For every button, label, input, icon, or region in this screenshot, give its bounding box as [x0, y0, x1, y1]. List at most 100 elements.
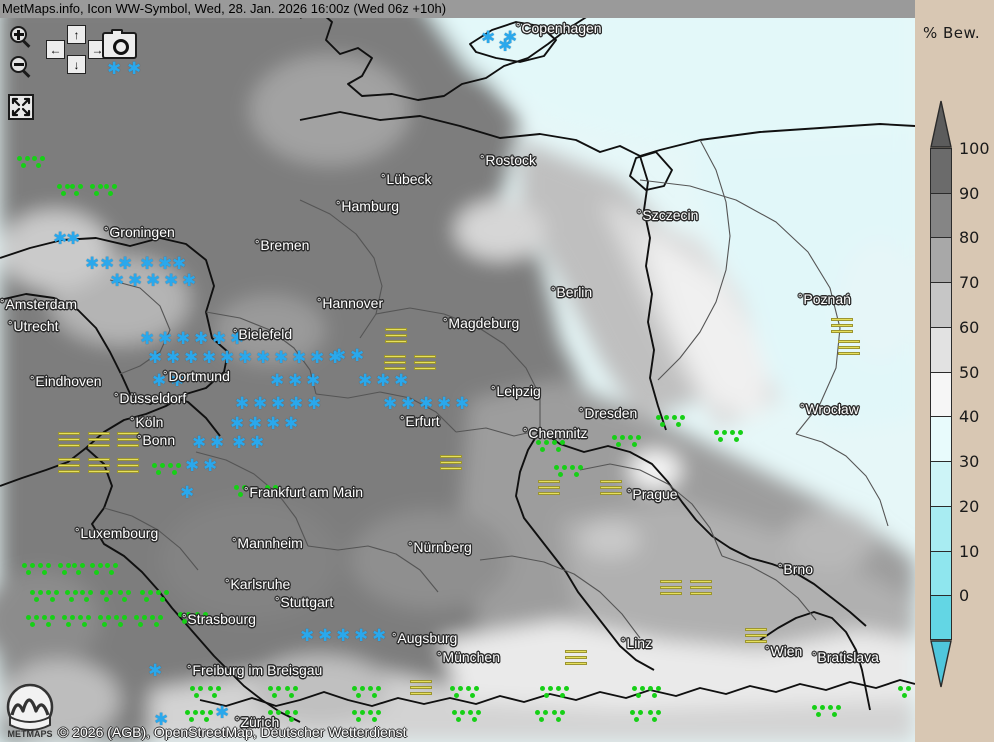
- legend-tick-label: 20: [959, 496, 980, 516]
- city-name: Utrecht: [13, 318, 59, 334]
- city-name: Groningen: [109, 224, 175, 240]
- city-marker-icon: °: [8, 320, 13, 332]
- city-marker-icon: °: [798, 293, 803, 305]
- city-marker-icon: °: [480, 154, 485, 166]
- city-name: Stuttgart: [280, 594, 334, 610]
- legend-swatch: [930, 326, 952, 372]
- city-label: °Wrocław: [800, 402, 859, 416]
- city-marker-icon: °: [114, 392, 119, 404]
- city-name: Mannheim: [237, 535, 303, 551]
- zoom-in-icon[interactable]: [10, 26, 32, 48]
- city-name: Berlin: [556, 284, 593, 300]
- legend-swatch: [930, 282, 952, 327]
- city-marker-icon: °: [225, 578, 230, 590]
- city-name: Luxembourg: [80, 525, 159, 541]
- city-label: °Rostock: [480, 153, 536, 167]
- fullscreen-icon[interactable]: [8, 94, 34, 120]
- city-marker-icon: °: [317, 297, 322, 309]
- city-label: °Leipzig: [491, 384, 541, 398]
- city-label: °Bremen: [255, 238, 309, 252]
- city-name: Bonn: [142, 432, 176, 448]
- city-name: Chemnitz: [528, 425, 588, 441]
- city-marker-icon: °: [182, 613, 187, 625]
- legend-tick-label: 10: [959, 541, 980, 561]
- city-name: München: [442, 649, 500, 665]
- city-name: Szczecin: [642, 207, 699, 223]
- pan-control[interactable]: ↑ ← → ↓: [46, 25, 108, 75]
- city-label: °Köln: [130, 415, 163, 429]
- city-marker-icon: °: [437, 651, 442, 663]
- zoom-out-icon[interactable]: [10, 56, 32, 78]
- pan-down-button[interactable]: ↓: [67, 55, 86, 74]
- city-label: °Poznań: [798, 292, 851, 306]
- city-label: °Linz: [621, 636, 652, 650]
- legend-tick-label: 40: [959, 407, 980, 427]
- city-marker-icon: °: [233, 328, 238, 340]
- pan-left-button[interactable]: ←: [46, 40, 65, 59]
- city-label: °Augsburg: [392, 631, 457, 645]
- city-label: °Mannheim: [232, 536, 303, 550]
- city-marker-icon: °: [392, 632, 397, 644]
- legend-swatch: [930, 505, 952, 551]
- city-marker-icon: °: [255, 239, 260, 251]
- city-marker-icon: °: [621, 637, 626, 649]
- city-marker-icon: °: [637, 209, 642, 221]
- legend-title: % Bew.: [923, 24, 981, 42]
- city-name: Erfurt: [405, 413, 440, 429]
- city-marker-icon: °: [381, 173, 386, 185]
- city-marker-icon: °: [30, 375, 35, 387]
- city-name: Eindhoven: [35, 373, 102, 389]
- city-name: Poznań: [803, 291, 851, 307]
- legend-panel: % Bew. 100 90 80 70 60 50 40 30 20 10 0: [915, 0, 994, 742]
- city-label: °Magdeburg: [443, 316, 519, 330]
- city-name: Hamburg: [341, 198, 399, 214]
- city-name: Strasbourg: [187, 611, 256, 627]
- legend-swatch: [930, 550, 952, 596]
- title-bar: MetMaps.info, Icon WW-Symbol, Wed, 28. J…: [0, 0, 915, 18]
- city-marker-icon: °: [579, 407, 584, 419]
- city-marker-icon: °: [523, 427, 528, 439]
- legend-tick-label: 90: [959, 183, 980, 203]
- city-marker-icon: °: [130, 416, 135, 428]
- city-name: Prague: [632, 486, 678, 502]
- city-name: Brno: [783, 561, 813, 577]
- legend-cap-top: [930, 100, 952, 148]
- city-marker-icon: °: [551, 286, 556, 298]
- city-marker-icon: °: [275, 596, 280, 608]
- city-marker-icon: °: [408, 541, 413, 553]
- city-marker-icon: °: [187, 664, 192, 676]
- camera-icon[interactable]: [102, 29, 137, 59]
- city-label: °Berlin: [551, 285, 592, 299]
- map-canvas[interactable]: ✱ ✱ ✱ ✱ ✱ ✱ ✱ ✱ ✱ ✱ ✱ ✱ ✱ ✱ ✱ ✱ ✱ ✱ ✱ ✱ ✱ ✱ ✱ ✱ ✱ ✱ ✱ ✱ ✱ ✱ ✱ ✱ ✱ ✱ ✱ ✱ ✱ ✱ ✱ ✱…: [0, 0, 915, 742]
- city-name: Copenhagen: [521, 20, 602, 36]
- city-marker-icon: °: [778, 563, 783, 575]
- city-name: Amsterdam: [5, 296, 77, 312]
- city-label: °Luxembourg: [75, 526, 158, 540]
- legend-swatch: [930, 416, 952, 462]
- city-name: Köln: [135, 414, 164, 430]
- city-name: Dresden: [584, 405, 638, 421]
- city-name: Bielefeld: [238, 326, 293, 342]
- city-name: Hannover: [322, 295, 384, 311]
- city-label: °Bratislava: [812, 650, 879, 664]
- legend-swatch: [930, 237, 952, 283]
- city-label: °Freiburg im Breisgau: [187, 663, 322, 677]
- legend-tick-label: 80: [959, 228, 980, 248]
- city-marker-icon: °: [400, 415, 405, 427]
- city-marker-icon: °: [137, 434, 142, 446]
- city-marker-icon: °: [163, 370, 168, 382]
- legend-tick-label: 100: [959, 139, 990, 158]
- borders-layer: [0, 5, 915, 723]
- city-marker-icon: °: [443, 317, 448, 329]
- legend-tick-label: 0: [959, 586, 970, 606]
- legend-tick-label: 70: [959, 273, 980, 293]
- legend-swatch: [930, 192, 952, 238]
- city-label: °Brno: [778, 562, 813, 576]
- city-name: Lübeck: [386, 171, 432, 187]
- city-marker-icon: °: [235, 716, 240, 728]
- city-marker-icon: °: [232, 537, 237, 549]
- city-label: °Prague: [627, 487, 678, 501]
- pan-up-button[interactable]: ↑: [67, 25, 86, 44]
- city-marker-icon: °: [800, 403, 805, 415]
